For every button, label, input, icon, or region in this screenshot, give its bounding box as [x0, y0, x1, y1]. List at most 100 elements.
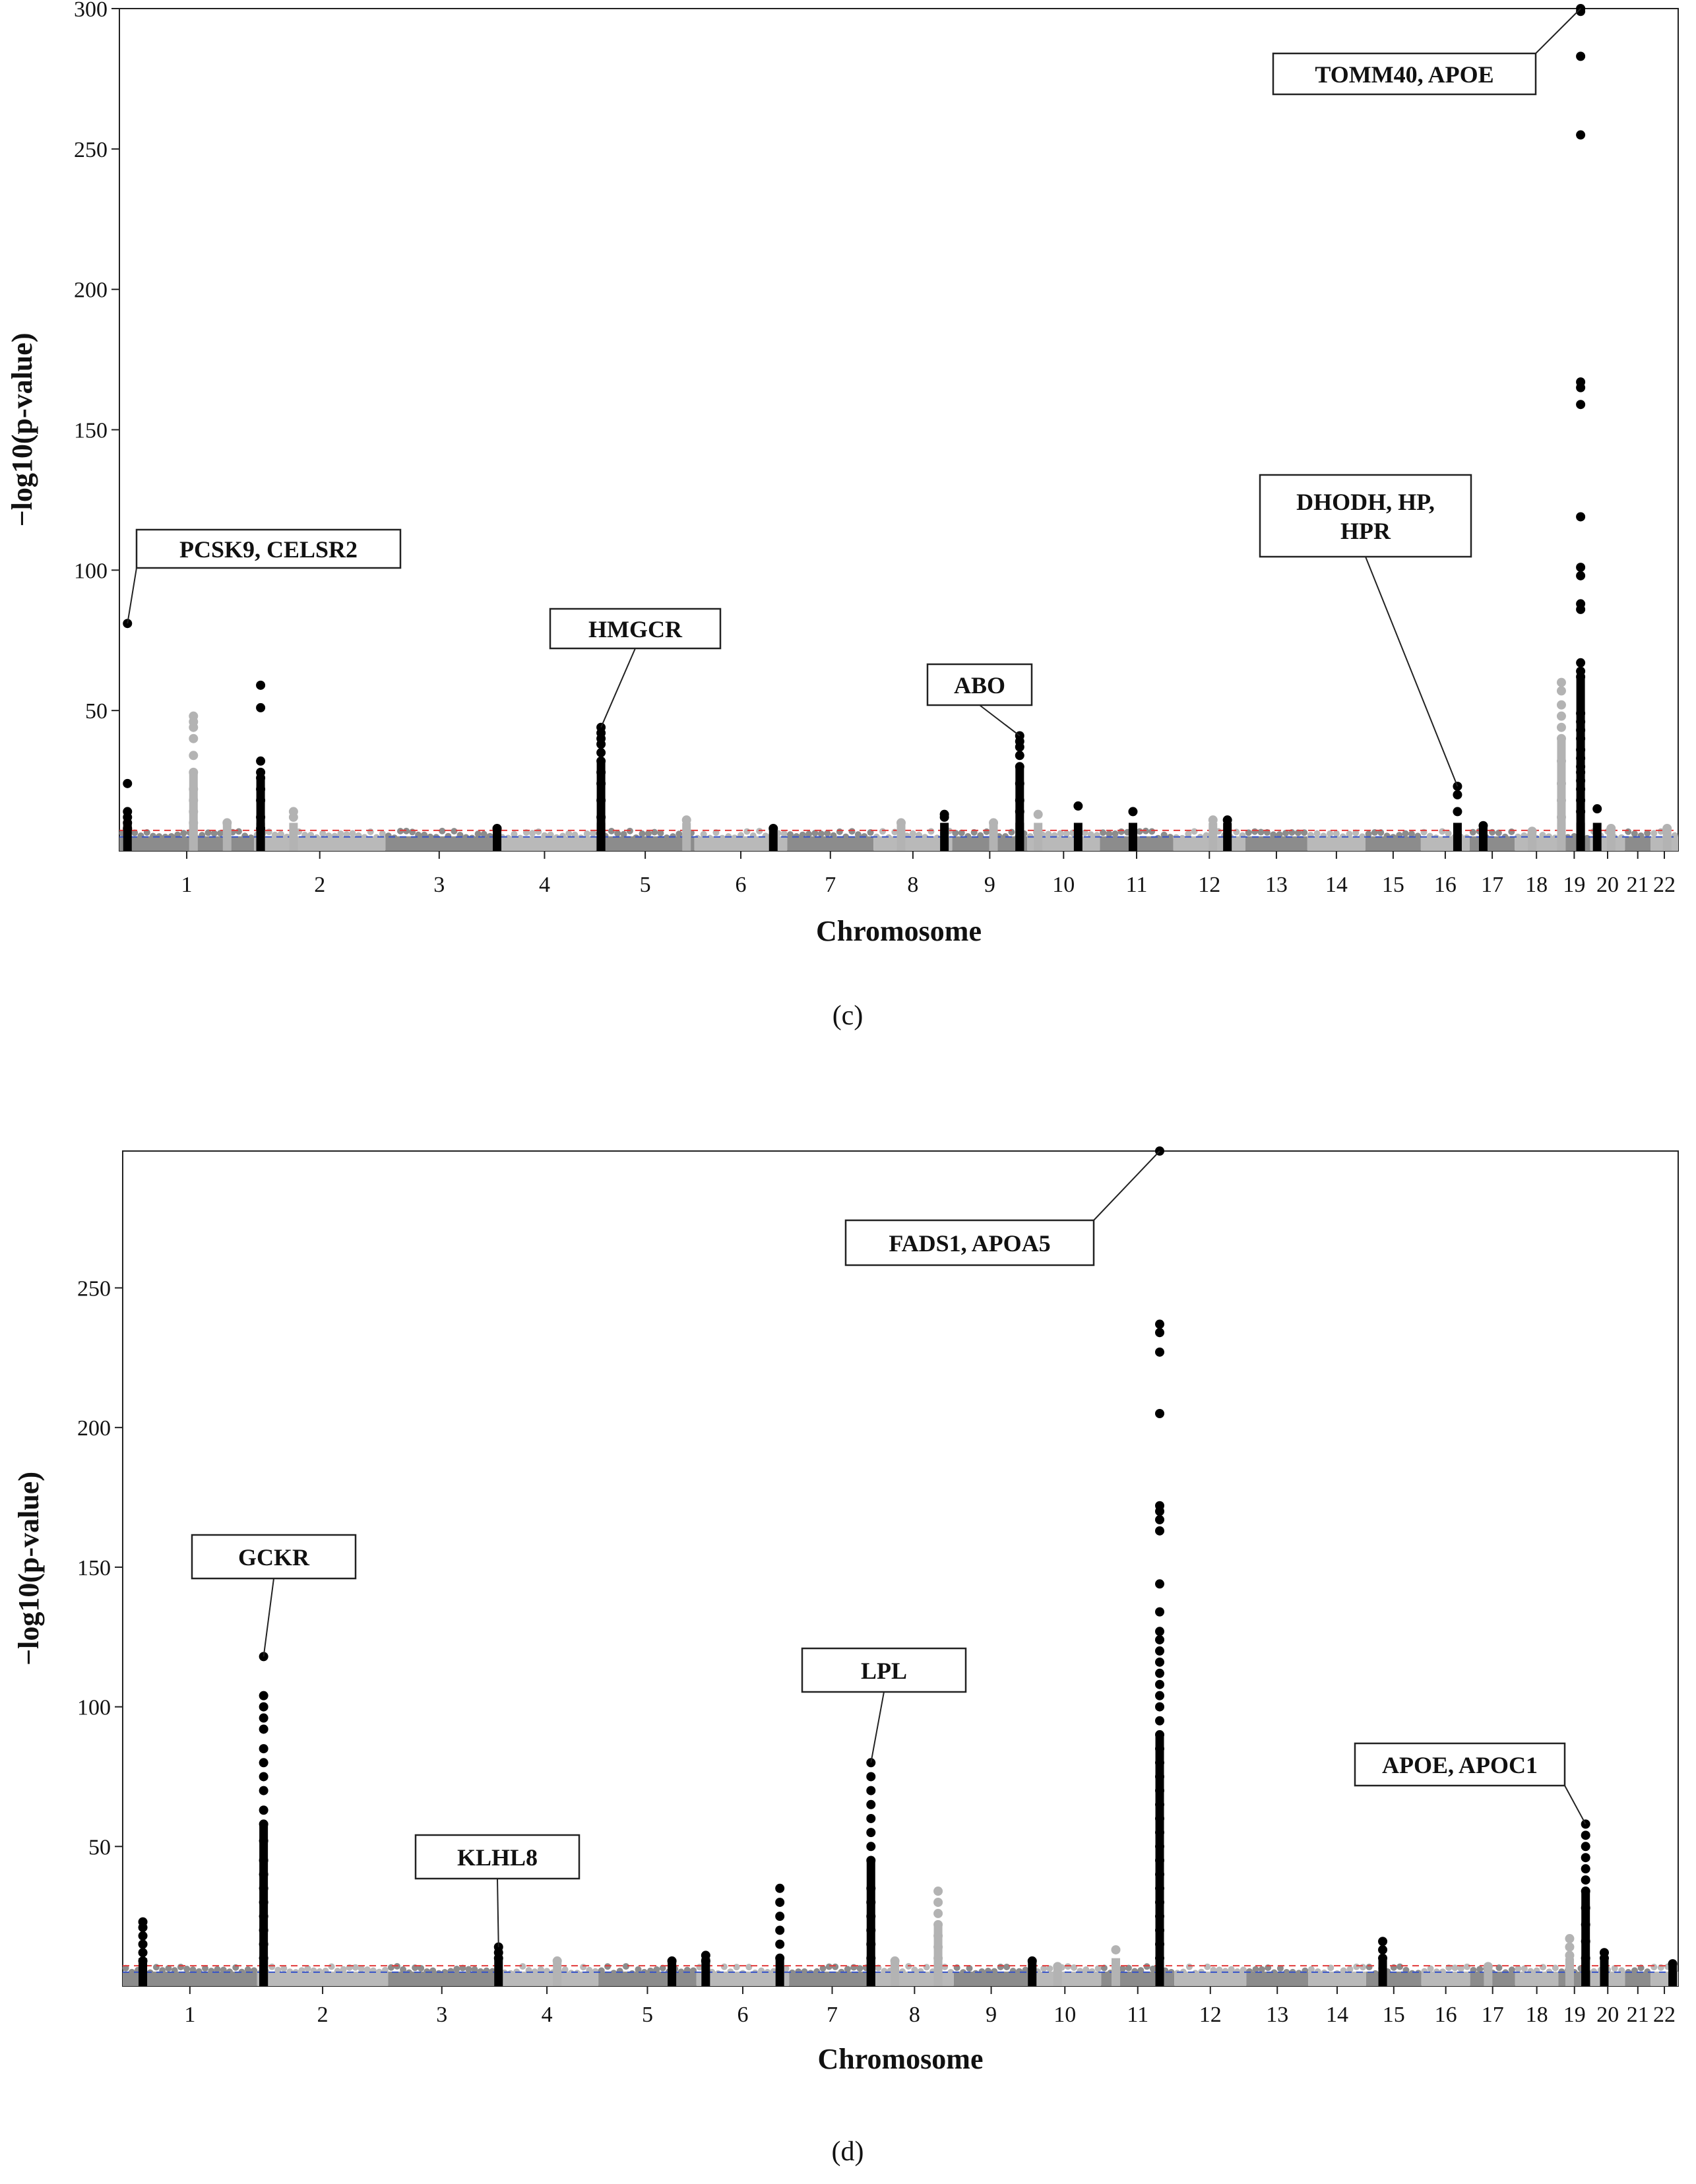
peak-stem [1565, 1958, 1574, 1986]
peak-point [1576, 400, 1586, 410]
background-point [639, 830, 646, 837]
peak-point [1556, 677, 1566, 687]
background-point [1408, 1970, 1416, 1977]
background-point [1081, 829, 1088, 836]
background-point [1057, 830, 1064, 837]
background-point [214, 1966, 221, 1973]
peak-point [138, 1948, 148, 1958]
y-tick-label: 100 [74, 559, 108, 583]
background-point [762, 832, 769, 840]
chromosome-label-14: 14 [1326, 2003, 1348, 2027]
background-point [941, 1963, 949, 1970]
peak-point [1581, 1842, 1590, 1852]
peak-point [1033, 809, 1043, 819]
background-point [429, 1967, 437, 1974]
chromosome-band-18 [1515, 836, 1559, 851]
background-point [657, 829, 664, 836]
chromosome-label-19: 19 [1563, 873, 1585, 897]
background-point [396, 827, 404, 834]
background-point [733, 1964, 740, 1971]
background-point [1637, 832, 1645, 840]
background-point [1644, 1968, 1651, 1976]
peak-stem [139, 1958, 148, 1986]
annotation-box [135, 528, 402, 569]
peak-point [259, 1744, 268, 1754]
background-point [1571, 832, 1578, 840]
background-point [983, 828, 990, 835]
background-point [1045, 830, 1052, 838]
y-tick-label: 200 [77, 1416, 111, 1441]
chromosome-label-8: 8 [909, 2003, 920, 2027]
chromosome-label-11: 11 [1127, 2003, 1148, 2027]
background-point [1313, 830, 1321, 837]
background-point [180, 830, 187, 837]
background-point [183, 1965, 191, 1972]
chromosome-label-22: 22 [1653, 2003, 1676, 2027]
background-point [1204, 1963, 1211, 1970]
background-point [739, 1970, 746, 1977]
background-point [1625, 828, 1632, 835]
annotation-leader [127, 567, 137, 624]
chromosome-band-5 [596, 836, 695, 851]
background-point [1515, 1965, 1522, 1972]
background-point [343, 831, 350, 838]
background-point [480, 830, 487, 838]
gene-annotation-label: FADS1, APOA5 [889, 1230, 1050, 1257]
chromosome-label-17: 17 [1481, 873, 1503, 897]
background-point [122, 1964, 129, 1972]
background-point [1016, 1968, 1023, 1975]
background-point [1463, 1963, 1470, 1970]
chromosome-label-12: 12 [1199, 2003, 1222, 2027]
background-point [1618, 834, 1625, 841]
peak-point [866, 1799, 876, 1809]
background-point [453, 1966, 460, 1973]
chromosome-label-13: 13 [1266, 2003, 1288, 2027]
peak-point [1576, 512, 1586, 522]
background-point [787, 831, 794, 838]
peak-point [1155, 1579, 1164, 1589]
background-point [622, 1963, 629, 1970]
background-point [1340, 1967, 1347, 1974]
annotation-leader [1535, 8, 1581, 54]
peak-point [1155, 1607, 1164, 1617]
background-point [604, 1963, 612, 1970]
peak-stem [1606, 828, 1616, 851]
background-point [1352, 829, 1360, 836]
peak-point [896, 818, 906, 828]
peak-point [1155, 1627, 1164, 1637]
gene-annotation-label: PCSK9, CELSR2 [179, 536, 358, 563]
background-point [824, 830, 831, 837]
peak-point [1015, 742, 1024, 752]
background-point [714, 1970, 722, 1977]
peak-point [769, 823, 778, 833]
background-point [439, 827, 446, 834]
background-point [1083, 1966, 1090, 1973]
y-tick-label: 100 [77, 1696, 111, 1720]
peak-point [1581, 1864, 1590, 1874]
background-point [1644, 830, 1651, 837]
peak-point [259, 1713, 268, 1723]
background-point [1185, 1963, 1193, 1970]
background-point [369, 1967, 377, 1974]
peak-point [1556, 722, 1566, 732]
background-point [1421, 1968, 1428, 1975]
peak-point [1073, 801, 1083, 811]
background-point [1415, 1970, 1422, 1977]
peak-point [933, 1908, 943, 1918]
background-point [358, 1965, 365, 1972]
peak-stem [222, 823, 232, 851]
background-point [1427, 1965, 1434, 1972]
peak-stem [1662, 828, 1672, 851]
peak-point [552, 1956, 562, 1966]
peak-point [1155, 1347, 1164, 1357]
background-point [1302, 1967, 1309, 1974]
background-point [1359, 833, 1366, 840]
chromosome-label-10: 10 [1052, 873, 1075, 897]
background-point [517, 834, 524, 842]
background-point [1650, 830, 1658, 837]
chromosome-band-21 [1625, 1971, 1651, 1986]
peak-point [701, 1956, 710, 1966]
peak-point [138, 1931, 148, 1941]
peak-point [1155, 1646, 1164, 1656]
